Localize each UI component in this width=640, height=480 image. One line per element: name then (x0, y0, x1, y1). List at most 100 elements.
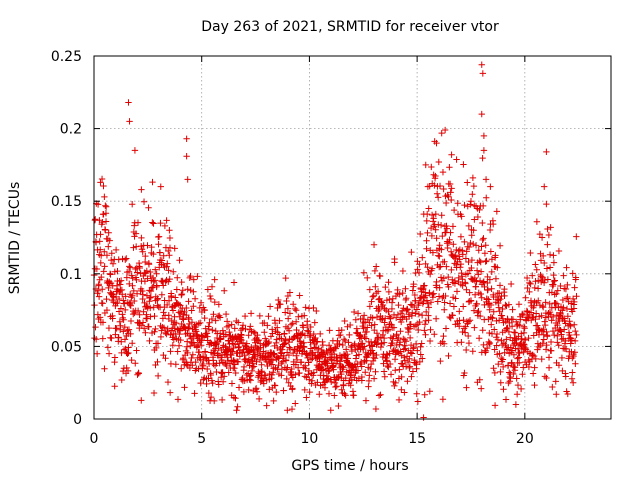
data-point (433, 235, 440, 242)
data-point (134, 307, 142, 315)
data-point (485, 296, 492, 303)
data-point (395, 375, 403, 382)
data-point (386, 296, 393, 303)
data-point (421, 391, 428, 399)
data-point (385, 288, 393, 296)
data-point (210, 311, 217, 318)
data-point (469, 174, 477, 182)
data-point (476, 312, 484, 320)
data-point (131, 297, 138, 305)
data-point (380, 368, 388, 375)
data-point (187, 272, 194, 280)
data-point (166, 234, 174, 242)
data-point (132, 265, 139, 273)
data-point (552, 378, 559, 385)
data-point (515, 333, 522, 340)
data-point (125, 326, 133, 333)
data-point (562, 285, 570, 293)
data-point (471, 291, 479, 298)
data-point (126, 264, 134, 271)
data-point (100, 182, 107, 190)
data-point (394, 286, 401, 294)
data-point (430, 215, 437, 222)
data-point (348, 347, 356, 355)
data-point (260, 354, 268, 362)
data-point (573, 331, 580, 339)
data-point (179, 315, 186, 322)
data-point (475, 271, 482, 278)
data-point (513, 322, 521, 330)
data-point (260, 377, 267, 385)
data-point (550, 277, 558, 285)
data-point (350, 308, 358, 316)
data-point (356, 332, 364, 340)
data-point (121, 336, 129, 343)
data-point (521, 324, 528, 332)
data-point (190, 303, 197, 310)
data-point (473, 267, 481, 274)
data-point (437, 357, 444, 365)
data-point (286, 345, 294, 353)
data-point (147, 287, 155, 295)
data-point (539, 252, 547, 260)
data-point (495, 296, 502, 304)
data-point (415, 326, 422, 334)
data-point (461, 329, 469, 336)
data-point (423, 237, 430, 244)
data-point (253, 358, 260, 365)
data-point (446, 300, 454, 307)
data-point (328, 378, 335, 386)
data-point (417, 351, 424, 358)
data-point (448, 196, 455, 204)
data-point (264, 322, 271, 329)
data-point (293, 356, 301, 364)
data-point (108, 334, 115, 342)
data-point (426, 388, 434, 395)
data-point (95, 282, 102, 289)
data-point (315, 345, 322, 352)
data-point (540, 336, 548, 343)
chart-title: Day 263 of 2021, SRMTID for receiver vto… (201, 19, 499, 35)
data-point (385, 326, 392, 333)
data-point (405, 313, 413, 320)
data-point (562, 345, 570, 353)
data-point (423, 297, 431, 304)
data-point (362, 369, 369, 376)
data-point (338, 326, 345, 334)
data-point (531, 381, 538, 389)
data-point (97, 246, 104, 253)
data-point (167, 348, 174, 355)
data-point (387, 371, 395, 378)
data-point (132, 360, 139, 367)
data-point (371, 355, 379, 362)
data-point (536, 230, 544, 238)
data-point (414, 347, 421, 354)
data-point (115, 295, 123, 303)
data-point (422, 292, 429, 299)
data-point (465, 222, 473, 230)
data-point (258, 368, 266, 375)
data-point (342, 346, 350, 353)
data-point (467, 239, 474, 247)
data-point (138, 186, 145, 193)
data-point (459, 276, 466, 283)
data-point (282, 274, 289, 282)
data-point (448, 266, 455, 274)
data-point (497, 368, 504, 376)
y-axis-label: SRMTID / TECUs (7, 182, 23, 295)
data-point (313, 338, 320, 346)
data-point (533, 266, 540, 273)
data-point (316, 391, 323, 398)
data-point (192, 358, 199, 366)
data-point (428, 163, 435, 171)
data-point (321, 384, 329, 391)
data-point (120, 316, 127, 323)
data-point (427, 326, 434, 333)
data-point (553, 391, 560, 398)
data-point (564, 281, 571, 289)
data-point (487, 183, 494, 190)
data-point (495, 304, 502, 311)
data-point (125, 268, 133, 275)
data-point (332, 383, 339, 391)
data-point (416, 261, 423, 268)
